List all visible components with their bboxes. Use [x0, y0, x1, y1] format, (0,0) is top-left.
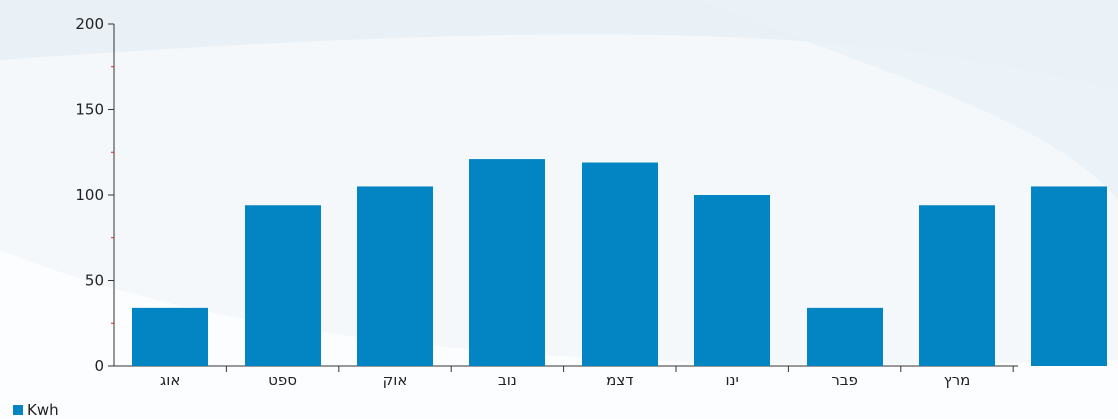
bar [1031, 186, 1107, 366]
legend-swatch [13, 405, 23, 415]
x-tick-label: ספט [268, 371, 297, 389]
y-tick-label: 50 [85, 272, 104, 290]
bar [132, 307, 208, 366]
y-tick-label: 0 [94, 357, 104, 375]
x-tick-label: מרץ [944, 371, 971, 389]
bar [582, 162, 658, 366]
bar [357, 186, 433, 366]
x-tick-label: דצמ [606, 371, 633, 389]
bar [694, 195, 770, 366]
bar [469, 159, 545, 366]
y-tick-label: 150 [75, 101, 104, 119]
y-tick-label: 100 [75, 186, 104, 204]
x-tick-label: נוב [498, 371, 517, 389]
y-tick-label: 200 [75, 15, 104, 33]
x-tick-label: פבר [831, 371, 858, 389]
bar [807, 307, 883, 366]
x-tick-label: אוג [160, 371, 180, 389]
tick-labels: 0 50 100 150 200 אוג ספט אוק נוב דצמ ינו פבר מרץ [75, 15, 970, 389]
bars [132, 159, 1107, 366]
legend: Kwh [13, 401, 59, 419]
bar [919, 205, 995, 366]
bar [245, 205, 321, 366]
x-tick-label: ינו [725, 371, 738, 389]
legend-label: Kwh [27, 401, 59, 419]
x-tick-label: אוק [383, 371, 408, 389]
